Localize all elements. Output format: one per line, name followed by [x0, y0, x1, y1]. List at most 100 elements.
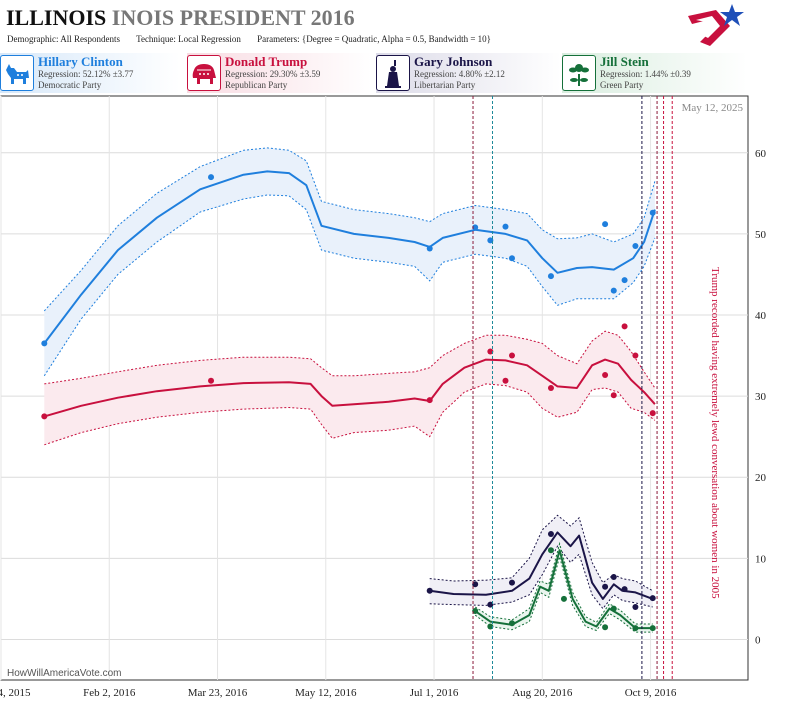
poll-point: [610, 605, 617, 612]
poll-point: [560, 595, 567, 602]
candidate-legend: Hillary Clinton Regression: 52.12% ±3.77…: [0, 53, 789, 95]
poll-point: [208, 377, 215, 384]
candidate-party: Republican Party: [225, 80, 288, 90]
poll-point: [426, 587, 433, 594]
y-tick-label: 30: [755, 391, 767, 403]
poll-point: [472, 581, 479, 588]
poll-point: [632, 625, 639, 632]
poll-point: [508, 579, 515, 586]
confidence-band: [44, 147, 655, 376]
lower-bound: [44, 383, 656, 446]
poll-point: [649, 410, 656, 417]
poll-point: [649, 625, 656, 632]
title-state: ILLINOIS: [6, 5, 107, 30]
site-credit: HowWillAmericaVote.com: [7, 668, 122, 679]
upper-bound: [43, 147, 656, 312]
poll-point: [547, 531, 554, 537]
lower-bound: [474, 554, 653, 633]
poll-point: [41, 413, 48, 420]
x-tick-label: May 12, 2016: [295, 687, 357, 699]
regression-line: [429, 531, 654, 600]
regression-line: [44, 358, 656, 418]
poll-point: [602, 221, 609, 228]
upper-bound: [429, 514, 653, 592]
poll-point: [472, 224, 479, 231]
poll-point: [610, 392, 617, 399]
legend-stein: Jill Stein Regression: 1.44% ±0.39 Green…: [562, 53, 747, 93]
poll-point: [547, 273, 554, 280]
poll-point: [487, 348, 494, 355]
y-tick-label: 60: [755, 148, 767, 160]
candidate-name: Hillary Clinton: [38, 54, 123, 69]
title-race: INOIS PRESIDENT 2016: [111, 5, 355, 30]
elephant-icon: [187, 55, 221, 91]
parameters-label: Parameters: {Degree = Quadratic, Alpha =…: [257, 34, 491, 44]
candidate-party: Green Party: [600, 80, 644, 90]
x-tick-label: Feb 2, 2016: [83, 687, 136, 699]
candidate-regression: Regression: 1.44% ±0.39: [600, 69, 691, 79]
upper-bound: [44, 330, 656, 389]
candidate-name: Gary Johnson: [414, 54, 493, 69]
liberty-icon: [376, 55, 410, 91]
poll-point: [508, 255, 515, 262]
poll-point: [610, 287, 617, 294]
candidate-party: Libertarian Party: [414, 80, 476, 90]
lower-bound: [43, 194, 656, 377]
candidate-regression: Regression: 29.30% ±3.59: [225, 69, 321, 79]
legend-johnson: Gary Johnson Regression: 4.80% ±2.12 Lib…: [376, 53, 561, 93]
candidate-regression: Regression: 52.12% ±3.77: [38, 69, 134, 79]
regression-line: [43, 170, 656, 345]
poll-point: [508, 620, 515, 627]
poll-point: [621, 323, 628, 330]
poll-point: [41, 340, 48, 347]
y-tick-label: 20: [755, 472, 767, 484]
poll-point: [649, 209, 656, 216]
poll-point: [502, 377, 509, 384]
parameters-line: Demographic: All Respondents Technique: …: [7, 34, 505, 44]
poll-point: [547, 547, 554, 554]
donkey-icon: [0, 55, 34, 91]
poll-point: [602, 624, 609, 631]
poll-point: [426, 397, 433, 404]
lower-bound: [429, 545, 653, 610]
page-title: ILLINOIS INOIS PRESIDENT 2016: [6, 5, 355, 31]
y-tick-label: 50: [755, 229, 767, 241]
demographic-label: Demographic: All Respondents: [7, 34, 120, 44]
header: ILLINOIS INOIS PRESIDENT 2016 Demographi…: [0, 0, 789, 50]
upper-bound: [474, 541, 653, 625]
candidate-name: Donald Trump: [225, 54, 308, 69]
poll-point: [487, 237, 494, 244]
y-tick-label: 10: [755, 553, 767, 565]
poll-point: [632, 352, 639, 359]
poll-point: [632, 604, 639, 610]
polling-chart: 0 10 20 30 40 50 60 Dec 14, 2015 Feb 2, 2016 Mar …: [0, 95, 767, 699]
technique-label: Technique: Local Regression: [136, 34, 241, 44]
poll-point: [487, 623, 494, 630]
poll-point: [547, 385, 554, 391]
poll-point: [208, 174, 215, 181]
poll-point: [602, 372, 609, 379]
site-logo-icon: [688, 4, 744, 46]
poll-point: [602, 583, 609, 590]
x-tick-label: Dec 14, 2015: [0, 687, 31, 699]
event-annotation: Trump recorded having extremely lewd con…: [709, 267, 721, 599]
legend-clinton: Hillary Clinton Regression: 52.12% ±3.77…: [0, 53, 180, 93]
candidate-party: Democratic Party: [38, 80, 102, 90]
flower-icon: [562, 55, 596, 91]
x-tick-label: Oct 9, 2016: [625, 687, 677, 699]
x-tick-label: Aug 20, 2016: [512, 687, 573, 699]
poll-point: [610, 573, 617, 580]
poll-point: [649, 595, 656, 602]
y-tick-label: 0: [755, 634, 761, 646]
poll-point: [472, 608, 479, 615]
poll-point: [508, 352, 515, 359]
candidate-regression: Regression: 4.80% ±2.12: [414, 69, 505, 79]
date-label: May 12, 2025: [682, 102, 744, 114]
poll-point: [621, 586, 628, 593]
x-tick-label: Jul 1, 2016: [410, 687, 459, 699]
poll-point: [621, 277, 628, 284]
poll-point: [426, 245, 433, 252]
candidate-name: Jill Stein: [600, 54, 649, 69]
poll-point: [502, 223, 509, 230]
poll-point: [487, 601, 494, 608]
